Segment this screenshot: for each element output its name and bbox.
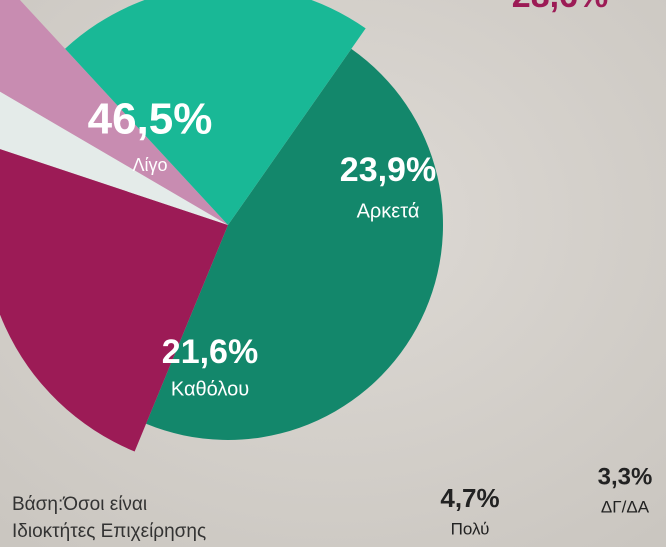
footnote: Βάση:Όσοι είναι	[12, 494, 147, 515]
footnote: Ιδιοκτήτες Επιχείρησης	[12, 521, 206, 542]
category-label: ΔΓ/ΔΑ	[601, 497, 650, 516]
annotation: 28,6%	[512, 0, 608, 15]
category-label: Πολύ	[451, 519, 490, 538]
category-label: Καθόλου	[171, 378, 249, 400]
value-label: 23,9%	[340, 151, 436, 189]
pie-slice	[146, 48, 444, 441]
value-label: 3,3%	[598, 463, 653, 490]
pie-slice	[0, 148, 228, 452]
pie-slice	[0, 0, 228, 225]
pie-slice	[0, 91, 228, 225]
value-label: 46,5%	[88, 95, 213, 144]
category-label: Αρκετά	[357, 200, 420, 222]
value-label: 4,7%	[440, 483, 499, 513]
value-label: 21,6%	[162, 333, 258, 371]
pie-slice	[65, 0, 366, 225]
category-label: Λίγο	[132, 155, 167, 175]
